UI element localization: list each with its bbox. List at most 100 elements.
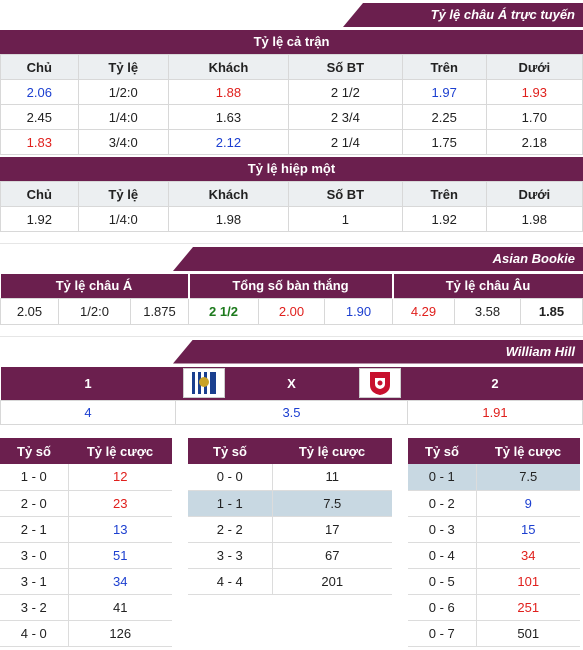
table-row: 1.83 3/4:0 2.12 2 1/4 1.75 2.18 xyxy=(0,129,583,155)
full-match-cell: 1.88 xyxy=(167,79,290,105)
full-match-cell: 1/4:0 xyxy=(77,104,169,130)
full-match-header-0: Chủ xyxy=(0,54,79,80)
cs-score: 0 - 4 xyxy=(408,542,477,569)
cs-odds: 13 xyxy=(68,516,172,543)
asian-bookie-title: Asian Bookie xyxy=(173,247,583,271)
cs-odds: 9 xyxy=(476,490,580,517)
first-half-cell: 1.98 xyxy=(485,206,583,232)
full-match-cell: 2.12 xyxy=(167,129,290,155)
cs-odds: 11 xyxy=(272,464,392,491)
bookie-europe-header: Tỷ lệ châu Âu xyxy=(392,274,583,298)
list-item: 0 - 0 11 xyxy=(188,464,392,491)
asian-live-title: Tỷ lệ châu Á trực tuyến xyxy=(343,3,583,27)
cs-score: 3 - 3 xyxy=(188,542,273,569)
list-item: 3 - 2 41 xyxy=(0,594,172,621)
list-item: 4 - 0 126 xyxy=(0,620,172,647)
first-half-header-4: Trên xyxy=(401,181,487,207)
cs-score: 1 - 1 xyxy=(188,490,273,517)
cs-score: 0 - 2 xyxy=(408,490,477,517)
cs-score: 0 - 1 xyxy=(408,464,477,491)
full-match-header-2: Khách xyxy=(167,54,290,80)
first-half-header-3: Số BT xyxy=(288,181,403,207)
full-match-cell: 2 1/2 xyxy=(288,79,403,105)
list-item: 0 - 3 15 xyxy=(408,516,580,543)
full-match-cell: 2 1/4 xyxy=(288,129,403,155)
cs-odds: 15 xyxy=(476,516,580,543)
first-half-table: Chủ Tỷ lệ Khách Số BT Trên Dưới 1.92 1/4:0 1.98… xyxy=(0,181,583,232)
list-item: 2 - 0 23 xyxy=(0,490,172,517)
first-half-header-2: Khách xyxy=(167,181,290,207)
cs-score: 2 - 1 xyxy=(0,516,69,543)
list-item: 4 - 4 201 xyxy=(188,568,392,595)
wh-draw-odds: 3.5 xyxy=(175,400,408,425)
first-half-cell: 1.92 xyxy=(401,206,487,232)
list-item: 1 - 0 12 xyxy=(0,464,172,491)
list-item: 0 - 5 101 xyxy=(408,568,580,595)
full-match-cell: 1/2:0 xyxy=(77,79,169,105)
cs-draw-odds-header: Tỷ lệ cược xyxy=(272,438,392,464)
cs-odds: 12 xyxy=(68,464,172,491)
full-match-cell: 1.83 xyxy=(0,129,79,155)
cs-odds: 17 xyxy=(272,516,392,543)
full-match-cell: 2.45 xyxy=(0,104,79,130)
cs-odds: 126 xyxy=(68,620,172,647)
full-match-header-3: Số BT xyxy=(288,54,403,80)
cs-score: 3 - 2 xyxy=(0,594,69,621)
table-row: 1.92 1/4:0 1.98 1 1.92 1.98 xyxy=(0,206,583,232)
cs-odds: 51 xyxy=(68,542,172,569)
list-item: 3 - 1 34 xyxy=(0,568,172,595)
list-item: 3 - 3 67 xyxy=(188,542,392,569)
cs-draw-score-header: Tỷ số xyxy=(188,438,272,464)
cs-odds: 101 xyxy=(476,568,580,595)
cs-odds: 7.5 xyxy=(272,490,392,517)
asian-bookie-banner: Asian Bookie xyxy=(0,244,583,274)
table-row: 2.06 1/2:0 1.88 2 1/2 1.97 1.93 xyxy=(0,79,583,105)
first-half-header-1: Tỷ lệ xyxy=(77,181,169,207)
first-half-header-0: Chủ xyxy=(0,181,79,207)
william-hill-banner: William Hill xyxy=(0,337,583,367)
full-match-header-5: Dưới xyxy=(485,54,583,80)
cs-score: 3 - 1 xyxy=(0,568,69,595)
liverpool-crest-icon xyxy=(358,368,401,399)
cs-score: 0 - 0 xyxy=(188,464,273,491)
cs-odds: 34 xyxy=(476,542,580,569)
cs-score: 1 - 0 xyxy=(0,464,69,491)
first-half-title: Tỷ lệ hiệp một xyxy=(0,157,583,181)
full-match-header-4: Trên xyxy=(401,54,487,80)
full-match-cell: 2.06 xyxy=(0,79,79,105)
list-item: 3 - 0 51 xyxy=(0,542,172,569)
full-match-table: Chủ Tỷ lệ Khách Số BT Trên Dưới 2.06 1/2:0 1.88… xyxy=(0,54,583,155)
list-item: 0 - 7 501 xyxy=(408,620,580,647)
full-match-cell: 2.25 xyxy=(401,104,487,130)
wh-away-logo-cell xyxy=(351,366,408,401)
first-half-header-5: Dưới xyxy=(485,181,583,207)
bookie-value: 2.00 xyxy=(258,297,325,325)
bookie-value: 2.05 xyxy=(0,297,59,325)
wh-draw-label: X xyxy=(231,366,352,401)
full-match-header-1: Tỷ lệ xyxy=(77,54,169,80)
full-match-cell: 1.93 xyxy=(485,79,583,105)
cs-away-score-header: Tỷ số xyxy=(408,438,476,464)
full-match-cell: 3/4:0 xyxy=(77,129,169,155)
cs-score: 0 - 3 xyxy=(408,516,477,543)
list-item: 2 - 2 17 xyxy=(188,516,392,543)
full-match-title: Tỷ lệ cả trận xyxy=(0,30,583,54)
first-half-cell: 1.98 xyxy=(167,206,290,232)
full-match-cell: 2 3/4 xyxy=(288,104,403,130)
cs-away-odds-header: Tỷ lệ cược xyxy=(476,438,580,464)
list-item: 1 - 1 7.5 xyxy=(188,490,392,517)
bookie-total-goals-header: Tổng số bàn thắng xyxy=(188,274,394,298)
bookie-value: 1.85 xyxy=(520,297,583,325)
william-hill-table: 1 X 2 4 3.5 1.91 xyxy=(0,366,583,425)
cs-score: 4 - 0 xyxy=(0,620,69,647)
full-match-cell: 1.63 xyxy=(167,104,290,130)
full-match-cell: 1.97 xyxy=(401,79,487,105)
list-item: 0 - 1 7.5 xyxy=(408,464,580,491)
cs-home-odds-header: Tỷ lệ cược xyxy=(68,438,172,464)
cs-odds: 23 xyxy=(68,490,172,517)
wh-home-odds: 4 xyxy=(0,400,176,425)
wh-away-odds: 1.91 xyxy=(407,400,583,425)
cs-odds: 34 xyxy=(68,568,172,595)
